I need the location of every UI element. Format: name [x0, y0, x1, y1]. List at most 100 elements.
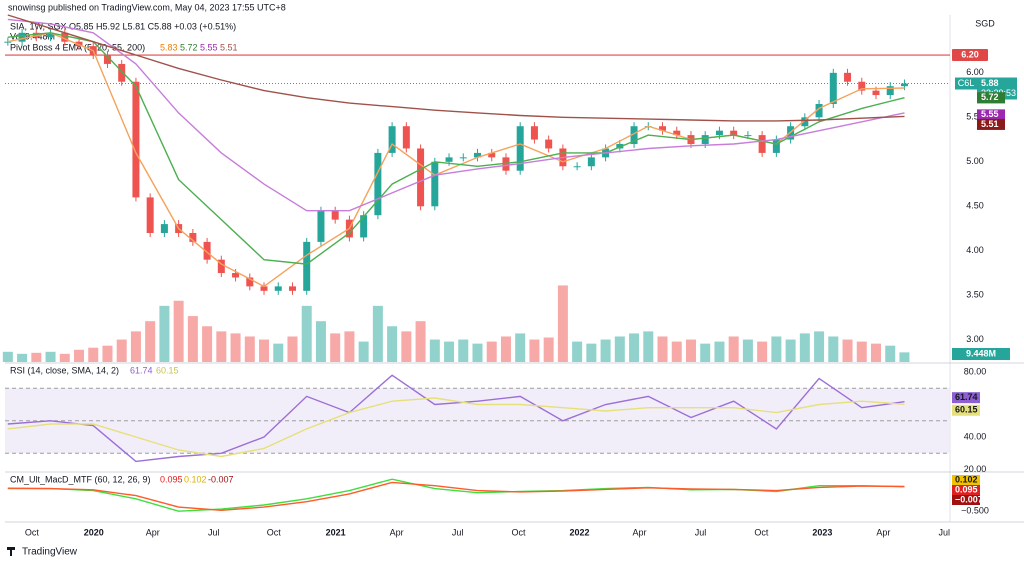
symbol-line: SIA, 1W, SGX O5.85 H5.92 L5.81 C5.88 +0.…: [10, 21, 236, 31]
volume-bar: [45, 351, 56, 362]
macd-legend-value: -0.007: [208, 474, 234, 484]
rsi-legend-value: 60.15: [156, 365, 179, 375]
candle: [872, 90, 880, 96]
y-tick-label: 5.00: [966, 156, 984, 166]
volume-bar: [429, 339, 440, 362]
volume-bar: [301, 305, 312, 362]
volume-bar: [173, 300, 184, 362]
candle: [288, 286, 296, 291]
volume-bar: [700, 343, 711, 362]
ticker-box: [955, 77, 977, 90]
y-tick-label: 3.50: [966, 290, 984, 300]
volume-bar: [629, 333, 640, 362]
volume-bar: [330, 333, 341, 362]
ema-label-box: [977, 92, 1005, 104]
candle: [772, 139, 780, 153]
macd-label: 0.095: [955, 484, 978, 494]
x-tick-label: Apr: [632, 527, 646, 537]
rsi-legend-value: 61.74: [130, 365, 153, 375]
volume-bar: [31, 352, 42, 362]
volume-bar: [230, 333, 241, 362]
ema-value: 5.83: [160, 42, 178, 52]
volume-bar: [387, 326, 398, 362]
candle: [75, 41, 83, 47]
volume-bar: [486, 341, 497, 362]
macd-legend-value: 0.095: [160, 474, 183, 484]
volume-bar: [614, 336, 625, 362]
candle: [886, 86, 894, 96]
level-label-box: [952, 49, 988, 62]
x-tick-label: Jul: [695, 527, 707, 537]
candle: [32, 32, 40, 38]
volume-label-box: [952, 348, 1010, 360]
candle: [217, 259, 225, 274]
x-tick-label: Apr: [390, 527, 404, 537]
macd-line: [7, 481, 905, 512]
volume-bar: [202, 326, 213, 362]
candle: [673, 130, 681, 136]
candle: [303, 241, 311, 291]
candle: [815, 103, 823, 118]
volume-bar: [287, 336, 298, 362]
volume-bar: [742, 339, 753, 362]
rsi-tick-label: 40.00: [964, 431, 987, 441]
rsi-title: RSI (14, close, SMA, 14, 2): [10, 365, 119, 375]
brand-logo: [7, 547, 15, 556]
ema-label: 5.72: [981, 92, 999, 102]
x-tick-label: Oct: [267, 527, 282, 537]
volume-bar: [74, 349, 85, 362]
volume-bar: [159, 305, 170, 362]
volume-bar: [315, 321, 326, 362]
currency: SGD: [975, 18, 995, 28]
volume-bar: [657, 336, 668, 362]
volume-bar: [88, 347, 99, 362]
volume-bar: [344, 331, 355, 362]
candle: [545, 139, 553, 149]
candle: [246, 277, 254, 287]
candle: [132, 81, 140, 198]
x-tick-label: Oct: [754, 527, 769, 537]
volume-bar: [2, 351, 13, 362]
volume-bar: [557, 285, 568, 362]
y-tick-label: 6.00: [966, 67, 984, 77]
candle: [502, 157, 510, 171]
volume-bar: [856, 341, 867, 362]
candle: [516, 126, 524, 171]
volume-bar: [799, 333, 810, 362]
macd-title: CM_Ult_MacD_MTF (60, 12, 26, 9): [10, 474, 151, 484]
volume-bar: [586, 343, 597, 362]
volume-bar: [500, 336, 511, 362]
candle: [103, 55, 111, 64]
rsi-label-box: [952, 404, 980, 416]
candle: [260, 286, 268, 291]
candle: [317, 210, 325, 242]
candle: [630, 126, 638, 145]
x-tick-label: Jul: [208, 527, 220, 537]
candle: [431, 161, 439, 207]
candle: [232, 273, 240, 278]
volume-bar: [145, 321, 156, 362]
volume-bar: [17, 353, 28, 362]
volume-bar: [358, 341, 369, 362]
rsi-tick-label: 80.00: [964, 366, 987, 376]
candle: [203, 241, 211, 260]
x-tick-label: Apr: [146, 527, 160, 537]
ema-line: [7, 18, 905, 212]
volume-bar: [415, 321, 426, 362]
candle: [388, 126, 396, 153]
candle: [900, 83, 908, 87]
candle: [701, 135, 709, 145]
ema-value: 5.51: [220, 42, 238, 52]
volume-bar: [600, 339, 611, 362]
volume-bar: [472, 343, 483, 362]
candle: [18, 32, 26, 42]
candle: [573, 166, 581, 168]
candle: [160, 224, 168, 233]
volume-bar: [643, 331, 654, 362]
volume-bar: [771, 336, 782, 362]
candle: [659, 126, 667, 131]
x-tick-label: 2023: [812, 527, 832, 537]
volume-bar: [515, 333, 526, 362]
y-tick-label: 3.00: [966, 334, 984, 344]
